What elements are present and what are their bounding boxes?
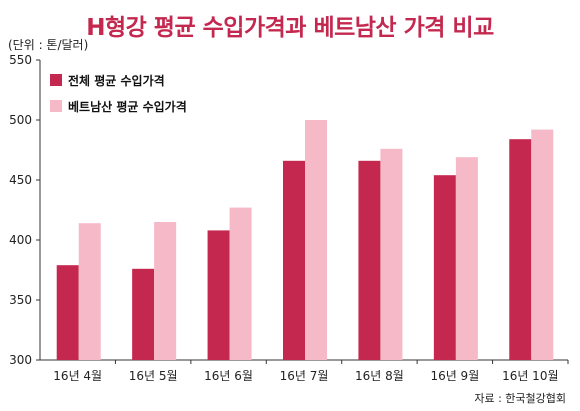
y-tick-label: 450 — [9, 173, 32, 187]
legend-item-series1: 전체 평균 수입가격 — [50, 70, 187, 90]
y-tick-label: 300 — [9, 353, 32, 367]
legend-label-series2: 베트남산 평균 수입가격 — [68, 99, 187, 114]
legend-item-series2: 베트남산 평균 수입가격 — [50, 96, 187, 116]
legend-label-series1: 전체 평균 수입가격 — [68, 73, 165, 88]
unit-label: (단위 : 톤/달러) — [8, 38, 89, 52]
x-tick-label: 16년 6월 — [204, 369, 253, 383]
x-tick-label: 16년 9월 — [430, 369, 479, 383]
x-tick-label: 16년 5월 — [129, 369, 178, 383]
y-tick-label: 500 — [9, 113, 32, 127]
source-label: 자료 : 한국철강협회 — [474, 392, 566, 405]
x-tick-label: 16년 7월 — [280, 369, 329, 383]
x-tick-label: 16년 10월 — [502, 369, 558, 383]
y-tick-label: 350 — [9, 293, 32, 307]
bar-series2 — [78, 223, 101, 360]
legend-swatch-series1 — [50, 74, 62, 86]
bar-series1 — [358, 160, 381, 360]
x-tick-label: 16년 4월 — [53, 369, 102, 383]
legend-swatch-series2 — [50, 100, 62, 112]
bar-series2 — [305, 120, 327, 360]
legend: 전체 평균 수입가격 베트남산 평균 수입가격 — [50, 70, 187, 122]
bar-series1 — [283, 160, 305, 360]
bar-series1 — [132, 268, 155, 360]
bar-series1 — [433, 175, 456, 360]
x-tick-label: 16년 8월 — [355, 369, 404, 383]
bar-series2 — [455, 157, 478, 360]
bar-series2 — [154, 222, 177, 360]
bar-series2 — [229, 207, 252, 360]
bar-series1 — [207, 230, 230, 360]
y-tick-label: 550 — [9, 53, 32, 67]
bar-series1 — [56, 265, 79, 360]
bar-series1 — [509, 139, 532, 360]
y-tick-label: 400 — [9, 233, 32, 247]
bar-series2 — [531, 129, 554, 360]
bar-series2 — [380, 148, 403, 360]
chart-title: H형강 평균 수입가격과 베트남산 가격 비교 — [86, 15, 494, 41]
